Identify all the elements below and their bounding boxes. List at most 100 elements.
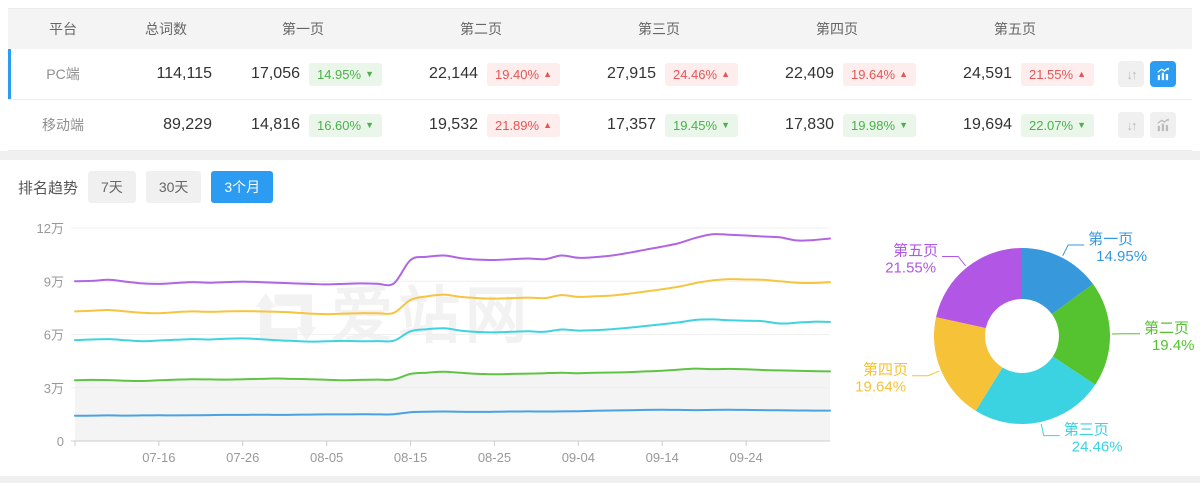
page5-count: 24,591 [963,65,1012,83]
y-tick-label: 0 [57,434,64,449]
section-divider [0,151,1200,160]
platform-table: 平台 总词数 第一页 第二页 第三页 第四页 第五页 PC端 114,115 1… [8,8,1192,151]
trend-arrow-icon: ▼ [365,70,374,79]
col-header-page1: 第一页 [214,19,392,39]
donut-pct-page-2: 19.4% [1152,337,1195,354]
page5-cell: 24,591 21.55%▲ [926,63,1104,86]
col-header-page2: 第二页 [392,19,570,39]
trend-section-title: 排名趋势 [18,177,78,198]
page-bottom-edge [0,476,1200,483]
total-words-value: 89,229 [118,116,214,134]
trend-arrow-icon: ▼ [721,121,730,130]
page3-cell: 17,357 19.45%▼ [570,114,748,137]
page4-count: 22,409 [785,65,834,83]
x-tick-label: 08-25 [478,450,511,465]
donut-label-page-1: 第一页 [1088,230,1133,248]
donut-slice-page-5[interactable] [936,248,1022,328]
platform-label: 移动端 [8,115,118,135]
x-tick-label: 07-16 [142,450,175,465]
label-leader-line [912,371,939,376]
donut-label-page-2: 第二页 [1144,319,1189,337]
page2-cell: 19,532 21.89%▲ [392,114,570,137]
page5-cell: 19,694 22.07%▼ [926,114,1104,137]
x-tick-label: 08-05 [310,450,343,465]
sort-button[interactable]: ↓↑ [1118,61,1144,87]
y-tick-label: 3万 [44,381,64,396]
range-button-30d[interactable]: 30天 [146,171,202,203]
page2-count: 22,144 [429,65,478,83]
trend-arrow-icon: ▲ [721,70,730,79]
donut-label-page-4: 第四页 [863,361,908,379]
trend-line-chart: 0 3万 6万 9万 12万 07-16 07-26 08-05 08-15 08-25 09-04… [0,208,850,476]
change-badge: 21.55%▲ [1021,63,1094,86]
x-tick-label: 07-26 [226,450,259,465]
donut-pct-page-4: 19.64% [855,379,906,396]
bar-chart-icon [1156,117,1170,133]
trend-line-page-3 [75,319,830,341]
page4-cell: 17,830 19.98%▼ [748,114,926,137]
page2-cell: 22,144 19.40%▲ [392,63,570,86]
change-badge: 22.07%▼ [1021,114,1094,137]
donut-label-page-3: 第三页 [1064,421,1109,439]
page4-cell: 22,409 19.64%▲ [748,63,926,86]
page1-count: 17,056 [251,65,300,83]
y-tick-label: 6万 [44,328,64,343]
trend-arrow-icon: ▲ [543,121,552,130]
change-badge: 19.64%▲ [843,63,916,86]
page4-count: 17,830 [785,116,834,134]
sort-button[interactable]: ↓↑ [1118,112,1144,138]
donut-pct-page-5: 21.55% [885,259,936,276]
y-tick-label: 9万 [44,274,64,289]
col-header-platform: 平台 [8,19,118,39]
change-badge: 19.98%▼ [843,114,916,137]
row-actions: ↓↑ [1104,61,1192,87]
table-row-pc[interactable]: PC端 114,115 17,056 14.95%▼ 22,144 19.40%… [8,49,1192,100]
x-tick-label: 09-14 [646,450,679,465]
range-button-7d[interactable]: 7天 [88,171,136,203]
page5-count: 19,694 [963,116,1012,134]
range-button-3m[interactable]: 3个月 [211,171,273,203]
label-leader-line [1041,424,1060,436]
donut-pct-page-1: 14.95% [1096,248,1147,265]
trend-arrow-icon: ▲ [899,70,908,79]
change-badge: 16.60%▼ [309,114,382,137]
trend-header: 排名趋势 7天 30天 3个月 [0,160,1200,208]
sort-arrows-icon: ↓↑ [1127,67,1136,82]
page3-cell: 27,915 24.46%▲ [570,63,748,86]
label-leader-line [942,256,966,265]
page1-count: 14,816 [251,116,300,134]
page-share-donut-chart: 第一页14.95%第二页19.4%第三页24.46%第四页19.64%第五页21… [850,208,1200,476]
trend-arrow-icon: ▼ [365,121,374,130]
col-header-page3: 第三页 [570,19,748,39]
page3-count: 27,915 [607,65,656,83]
col-header-page4: 第四页 [748,19,926,39]
bar-chart-icon [1156,66,1170,82]
col-header-page5: 第五页 [926,19,1104,39]
label-leader-line [1063,245,1084,256]
sort-arrows-icon: ↓↑ [1127,118,1136,133]
change-badge: 19.45%▼ [665,114,738,137]
page3-count: 17,357 [607,116,656,134]
x-tick-label: 09-24 [729,450,762,465]
keyword-rank-dashboard: 平台 总词数 第一页 第二页 第三页 第四页 第五页 PC端 114,115 1… [0,8,1200,483]
trend-arrow-icon: ▼ [1077,121,1086,130]
page2-count: 19,532 [429,116,478,134]
trend-chart-button[interactable] [1150,61,1176,87]
change-badge: 19.40%▲ [487,63,560,86]
change-badge: 14.95%▼ [309,63,382,86]
col-header-total: 总词数 [118,19,214,39]
trend-chart-button[interactable] [1150,112,1176,138]
trend-arrow-icon: ▲ [543,70,552,79]
x-tick-label: 08-15 [394,450,427,465]
table-header-row: 平台 总词数 第一页 第二页 第三页 第四页 第五页 [8,8,1192,49]
row-actions: ↓↑ [1104,112,1192,138]
change-badge: 21.89%▲ [487,114,560,137]
page1-cell: 14,816 16.60%▼ [214,114,392,137]
total-words-value: 114,115 [118,65,214,83]
y-tick-label: 12万 [37,221,64,236]
table-row-mobile[interactable]: 移动端 89,229 14,816 16.60%▼ 19,532 21.89%▲… [8,100,1192,151]
change-badge: 24.46%▲ [665,63,738,86]
x-tick-label: 09-04 [562,450,595,465]
